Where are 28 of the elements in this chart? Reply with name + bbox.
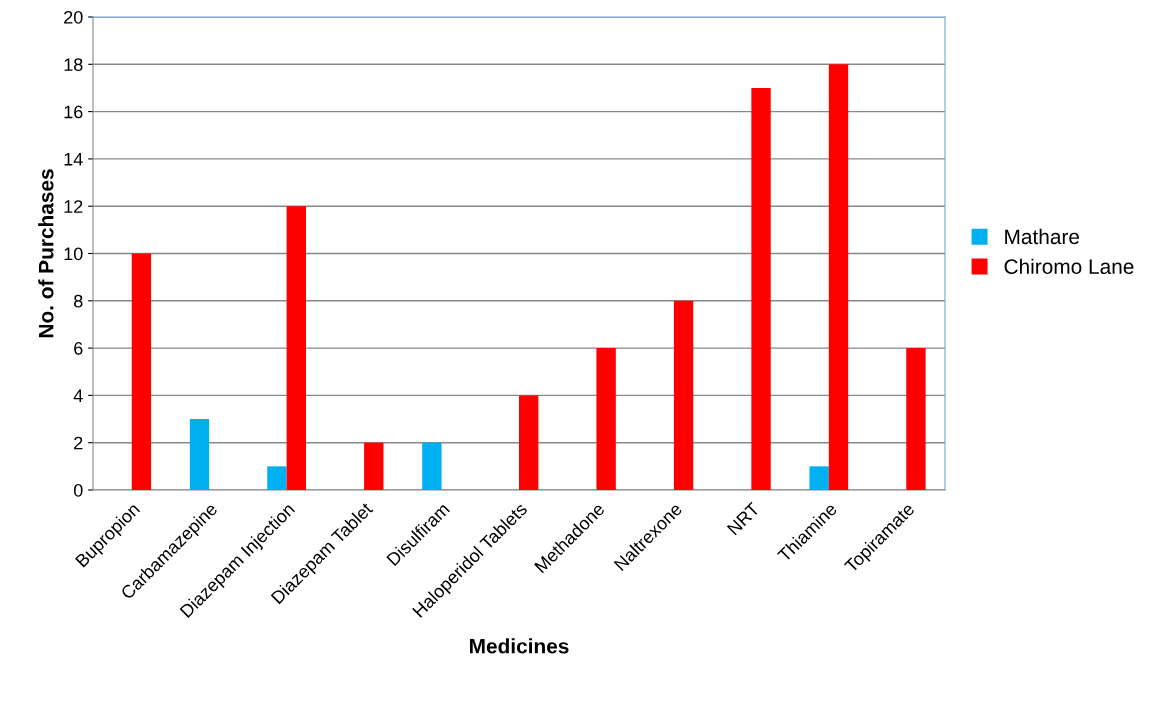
y-tick-label: 8 <box>74 294 83 308</box>
bar <box>596 348 616 490</box>
bar <box>364 442 384 490</box>
legend-label: Chiromo Lane <box>1004 258 1134 275</box>
bar <box>267 466 287 490</box>
bar <box>751 87 771 490</box>
y-tick-label: 6 <box>74 342 83 355</box>
bar <box>809 466 829 490</box>
y-tick-label: 2 <box>74 436 83 450</box>
bar <box>906 348 926 490</box>
y-tick-label: 14 <box>64 153 83 166</box>
bar <box>422 442 442 490</box>
x-axis-title: Medicines <box>470 638 569 654</box>
y-axis-title: No. of Purchases <box>38 169 54 338</box>
legend-label: Mathare <box>1005 228 1080 245</box>
bar <box>673 300 694 490</box>
bar <box>189 419 210 490</box>
y-tick-label: 0 <box>73 483 83 497</box>
y-tick-label: 4 <box>73 389 83 402</box>
y-tick-label: 20 <box>64 10 83 24</box>
y-tick-label: 16 <box>64 105 83 119</box>
bar <box>286 206 306 490</box>
bar <box>828 64 849 490</box>
y-tick-label: 12 <box>64 200 83 213</box>
y-tick-label: 10 <box>64 247 83 261</box>
bar <box>519 395 539 490</box>
bar <box>131 253 152 490</box>
y-tick-label: 18 <box>64 58 83 72</box>
